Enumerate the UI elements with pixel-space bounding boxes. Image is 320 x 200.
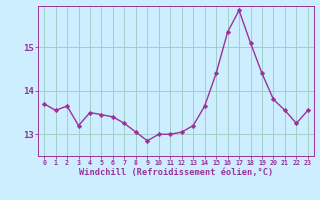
X-axis label: Windchill (Refroidissement éolien,°C): Windchill (Refroidissement éolien,°C) [79,168,273,177]
